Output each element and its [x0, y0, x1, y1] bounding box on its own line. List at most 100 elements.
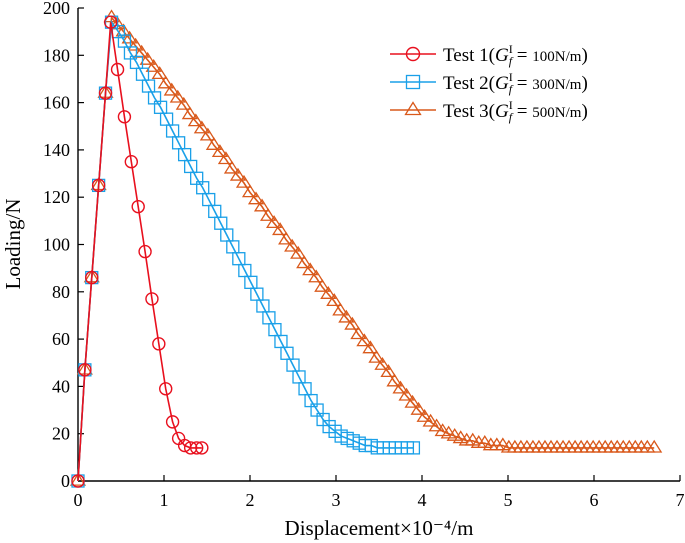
series-1-point	[195, 441, 209, 455]
y-tick-label: 160	[43, 93, 70, 113]
legend-entry-1: Test 1(GI f = 100N/m)	[390, 42, 588, 68]
series-1-point	[85, 270, 99, 285]
legend-entry-3: Test 3(GI f = 500N/m)	[390, 98, 588, 124]
y-tick-label: 40	[52, 376, 70, 396]
series-3-point	[422, 413, 439, 427]
series-3-point	[646, 439, 663, 453]
series-3-point	[241, 184, 259, 198]
y-tick-label: 120	[43, 187, 70, 207]
series-3-point	[193, 120, 210, 134]
series-2	[71, 15, 421, 488]
legend-series-name: Test 2	[443, 73, 489, 94]
legend-label: Test 1(GI f = 100N/m)	[443, 42, 588, 68]
y-tick-label: 60	[52, 329, 70, 349]
x-axis-title: Displacement×10⁻⁴/m	[285, 516, 474, 540]
legend-label: Test 3(GI f = 500N/m)	[443, 98, 588, 124]
series-3	[69, 9, 663, 486]
legend-swatch-marker	[404, 101, 422, 116]
legend-swatch-marker	[405, 46, 421, 62]
series-3-point	[127, 37, 144, 51]
series-3-point	[169, 89, 186, 103]
series-3-point	[296, 255, 313, 269]
series-3-point	[368, 349, 385, 363]
series-3-point	[163, 82, 180, 96]
x-tick-label: 2	[246, 490, 255, 510]
series-1-point	[78, 363, 92, 377]
series-3-point	[145, 58, 162, 72]
series-3-point	[157, 75, 174, 89]
series-3-point	[416, 409, 433, 422]
series-1	[71, 15, 209, 488]
legend-swatch-marker	[405, 74, 421, 90]
series-1-point	[138, 244, 152, 259]
series-3-point	[338, 309, 355, 323]
series-1-point	[131, 199, 145, 214]
series-3-point	[247, 191, 265, 205]
series-3-point	[133, 44, 150, 58]
legend-label: Test 2(GI f = 300N/m)	[443, 70, 588, 96]
y-tick-label: 140	[43, 140, 70, 160]
plot-frame	[77, 8, 680, 482]
series-3-point	[229, 167, 247, 181]
series-1-line	[77, 22, 202, 482]
series-3-point	[223, 160, 241, 174]
series-3-point	[272, 222, 289, 236]
series-1-point	[103, 15, 118, 29]
series-3-point	[121, 30, 138, 44]
series-3-point	[211, 144, 228, 158]
series-3-point	[356, 333, 373, 347]
series-1-point	[91, 178, 106, 193]
y-tick-label: 100	[43, 235, 70, 255]
axis-ticks: 0 1 2 3 4 5 6 7 0 20 40 60 80 100 120 140 160 180 200	[43, 0, 685, 510]
legend-param-value: 100	[532, 49, 555, 65]
series-2-line	[77, 19, 414, 482]
series-3-point	[314, 278, 331, 292]
series-3-point	[139, 51, 156, 65]
series-3-point	[151, 66, 168, 80]
series-3-point	[217, 151, 234, 165]
legend-param-unit: N/m	[555, 49, 582, 65]
series-3-point	[69, 472, 87, 486]
legend-param-value: 500	[532, 105, 555, 121]
legend-param-unit: N/m	[555, 105, 582, 121]
series-3-point	[253, 198, 271, 212]
series-3-point	[175, 96, 192, 110]
series-3-point	[302, 262, 319, 276]
series-1-point	[71, 474, 85, 488]
series-3-point	[350, 326, 367, 340]
series-1-point	[145, 292, 159, 306]
series-3-point	[326, 293, 343, 307]
x-tick-label: 4	[418, 490, 427, 510]
series-3-point	[290, 245, 307, 259]
x-tick-label: 1	[160, 490, 169, 510]
series-3-point	[199, 127, 216, 141]
y-tick-label: 200	[43, 0, 70, 18]
legend-param-unit: N/m	[555, 77, 582, 93]
series-layer	[69, 9, 663, 488]
series-3-point	[380, 364, 397, 378]
series-3-point	[428, 418, 445, 432]
series-3-point	[344, 316, 361, 330]
y-tick-label: 20	[52, 424, 70, 444]
series-3-point	[320, 286, 337, 299]
series-1-point	[183, 441, 198, 455]
series-1-point	[165, 415, 180, 429]
y-axis-title: Loading/N	[1, 199, 25, 290]
series-3-point	[259, 207, 277, 221]
series-3-point	[284, 238, 301, 252]
series-3-point	[205, 137, 222, 150]
series-1-point	[189, 441, 204, 455]
series-1-point	[152, 337, 166, 351]
series-3-point	[398, 387, 415, 401]
series-3-point	[392, 380, 409, 394]
series-1-point	[98, 86, 113, 100]
series-3-point	[308, 269, 325, 283]
series-3-point	[235, 174, 253, 188]
y-tick-label: 180	[43, 45, 70, 65]
x-tick-label: 6	[590, 490, 599, 510]
series-3-point	[374, 356, 391, 370]
x-tick-label: 3	[332, 490, 341, 510]
series-3-point	[410, 401, 427, 415]
x-tick-label: 5	[504, 490, 513, 510]
